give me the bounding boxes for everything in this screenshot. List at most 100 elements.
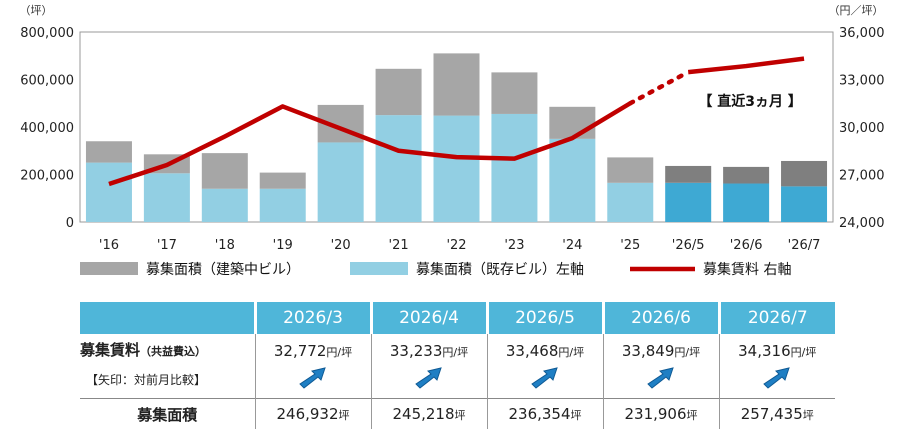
area-cell: 257,435坪 <box>718 398 835 429</box>
arrow-cell <box>254 360 371 399</box>
rent-row: 募集賃料（共益費込） 32,772円/坪 33,233円/坪 33,468円/坪… <box>80 334 835 360</box>
bar-construction <box>433 53 480 116</box>
bar-existing <box>433 115 480 222</box>
area-cell: 231,906坪 <box>602 398 719 429</box>
bar-construction <box>723 166 770 184</box>
up-right-arrow-icon <box>299 367 326 389</box>
legend-swatch-construction <box>80 262 138 275</box>
area-unit: 坪 <box>570 409 582 422</box>
area-value: 257,435 <box>740 405 803 423</box>
header-month: 2026/4 <box>369 302 487 334</box>
legend-swatch-existing <box>350 262 408 275</box>
right-tick-label: 27,000 <box>839 169 885 184</box>
area-unit: 坪 <box>802 409 814 422</box>
area-row-label: 募集面積 <box>80 398 255 429</box>
x-tick-label: '17 <box>157 238 177 253</box>
rent-cell: 32,772円/坪 <box>254 334 371 360</box>
header-month: 2026/7 <box>717 302 835 334</box>
rent-value: 34,316 <box>738 342 791 360</box>
right-axis-unit: （円／坪） <box>829 4 884 17</box>
bar-existing <box>375 115 422 222</box>
legend-label-construction: 募集面積（建築中ビル） <box>146 261 300 278</box>
right-tick-label: 33,000 <box>839 74 885 89</box>
arrow-cell <box>370 360 487 399</box>
x-tick-label: '20 <box>331 238 351 253</box>
area-value: 245,218 <box>392 405 455 423</box>
x-tick-label: '25 <box>620 238 640 253</box>
rent-unit: 円/坪 <box>790 346 817 359</box>
x-tick-label: '21 <box>389 238 409 253</box>
x-tick-label: '18 <box>215 238 235 253</box>
x-tick-label: '19 <box>273 238 293 253</box>
bar-existing <box>723 183 770 222</box>
bar-existing <box>85 162 132 222</box>
bar-existing <box>259 188 306 222</box>
bar-construction <box>607 157 654 183</box>
bar-construction <box>781 160 828 187</box>
rent-line-recent <box>687 56 805 75</box>
bar-construction <box>85 141 132 163</box>
arrow-row: 【矢印：対前月比較】 <box>80 360 835 399</box>
rent-value: 33,233 <box>389 342 443 360</box>
legend-label-rent: 募集賃料 右軸 <box>703 261 791 278</box>
right-tick-label: 36,000 <box>839 26 885 41</box>
rent-label-text: 募集賃料 <box>80 341 141 359</box>
bar-construction <box>259 172 306 189</box>
up-right-arrow-icon <box>647 367 674 389</box>
left-axis-unit: （坪） <box>20 4 53 17</box>
rent-value: 33,468 <box>505 342 559 360</box>
rent-unit: 円/坪 <box>442 346 469 359</box>
arrow-cell <box>486 360 603 399</box>
x-tick-label: '26/5 <box>672 238 705 253</box>
bar-existing <box>549 138 596 222</box>
area-value: 246,932 <box>276 405 339 423</box>
area-cell: 246,932坪 <box>254 398 371 429</box>
legend-label-existing: 募集面積（既存ビル）左軸 <box>416 261 584 278</box>
bar-existing <box>201 188 248 222</box>
area-value: 236,354 <box>508 405 571 423</box>
rent-cell: 33,849円/坪 <box>602 334 719 360</box>
x-tick-label: '23 <box>504 238 524 253</box>
rent-unit: 円/坪 <box>326 346 353 359</box>
rent-unit: 円/坪 <box>674 346 701 359</box>
rent-unit: 円/坪 <box>558 346 585 359</box>
x-tick-label: '22 <box>446 238 466 253</box>
bar-construction <box>549 106 596 139</box>
header-blank <box>80 302 255 334</box>
left-tick-label: 800,000 <box>20 26 74 41</box>
left-tick-label: 0 <box>66 216 74 231</box>
left-tick-label: 200,000 <box>20 169 74 184</box>
bar-existing <box>665 182 712 222</box>
bar-construction <box>665 165 712 183</box>
bar-existing <box>781 186 828 222</box>
up-right-arrow-icon <box>415 367 442 389</box>
bar-existing <box>317 142 364 222</box>
recent-annotation: 【 直近3ヵ月 】 <box>698 93 802 110</box>
bar-existing <box>143 173 190 222</box>
bar-existing <box>491 113 538 222</box>
rent-line <box>108 101 632 187</box>
rent-cell: 33,233円/坪 <box>370 334 487 360</box>
arrow-cell <box>718 360 835 399</box>
x-tick-label: '24 <box>562 238 582 253</box>
bar-construction <box>375 68 422 116</box>
rent-cell: 33,468円/坪 <box>486 334 603 360</box>
combo-chart: （坪） （円／坪） 0 200,000 400,000 600,000 800,000 24,… <box>20 4 885 278</box>
summary-table: 2026/3 2026/4 2026/5 2026/6 2026/7 募集賃料（… <box>80 302 835 429</box>
rent-cell: 34,316円/坪 <box>718 334 835 360</box>
rent-label-note: （共益費込） <box>140 345 207 358</box>
up-right-arrow-icon <box>763 367 791 389</box>
rent-value: 33,849 <box>621 342 675 360</box>
left-tick-label: 400,000 <box>20 121 74 136</box>
header-month: 2026/3 <box>253 302 371 334</box>
left-tick-label: 600,000 <box>20 74 74 89</box>
rent-row-label: 募集賃料（共益費込） <box>80 334 255 360</box>
bar-existing <box>607 182 654 222</box>
chart-area: （坪） （円／坪） 0 200,000 400,000 600,000 800,000 24,… <box>20 4 885 278</box>
arrow-row-label: 【矢印：対前月比較】 <box>86 372 207 387</box>
rent-value: 32,772 <box>273 342 327 360</box>
bar-construction <box>491 72 538 114</box>
x-tick-label: '26/6 <box>730 238 763 253</box>
arrow-cell <box>602 360 719 399</box>
bar-construction <box>201 153 248 189</box>
